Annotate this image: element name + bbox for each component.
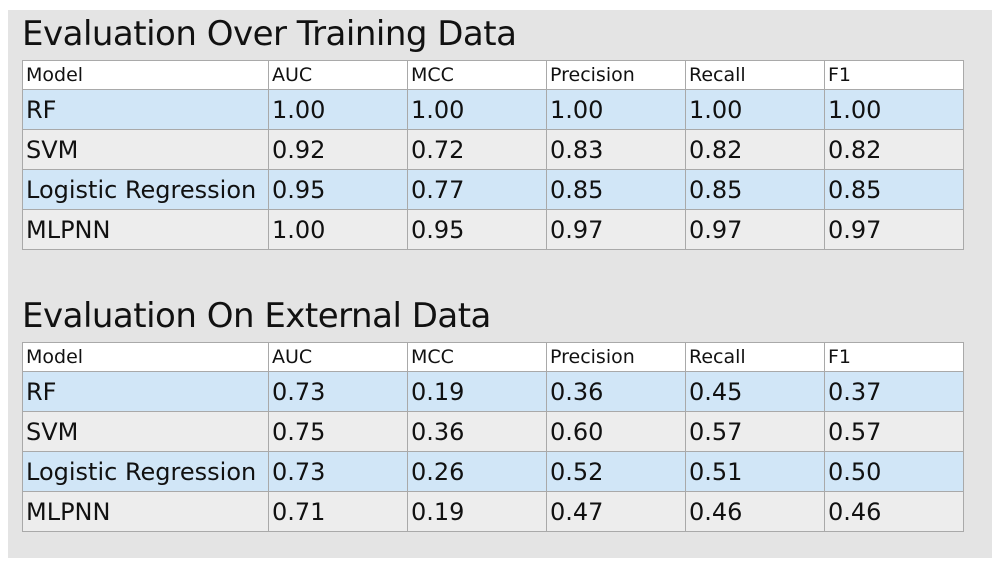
recall-cell: 0.51 xyxy=(685,451,825,492)
training-evaluation-table: Model AUC MCC Precision Recall F1 RF 1.0… xyxy=(22,60,964,250)
f1-cell: 0.50 xyxy=(824,451,964,492)
table-row: SVM 0.75 0.36 0.60 0.57 0.57 xyxy=(22,411,964,452)
table-row: Logistic Regression 0.73 0.26 0.52 0.51 … xyxy=(22,451,964,492)
table-row: SVM 0.92 0.72 0.83 0.82 0.82 xyxy=(22,129,964,170)
auc-cell: 0.73 xyxy=(268,451,408,492)
precision-cell: 0.97 xyxy=(546,209,686,250)
f1-cell: 0.57 xyxy=(824,411,964,452)
model-cell: MLPNN xyxy=(22,491,269,532)
recall-cell: 1.00 xyxy=(685,89,825,130)
model-cell: SVM xyxy=(22,129,269,170)
external-evaluation-title: Evaluation On External Data xyxy=(22,296,491,336)
recall-cell: 0.45 xyxy=(685,371,825,412)
auc-cell: 1.00 xyxy=(268,89,408,130)
mcc-cell: 0.19 xyxy=(407,491,547,532)
evaluation-panel: Evaluation Over Training Data Model AUC … xyxy=(8,10,992,558)
auc-cell: 0.73 xyxy=(268,371,408,412)
column-header-model: Model xyxy=(22,60,269,90)
f1-cell: 0.82 xyxy=(824,129,964,170)
f1-cell: 0.97 xyxy=(824,209,964,250)
model-cell: RF xyxy=(22,371,269,412)
mcc-cell: 0.19 xyxy=(407,371,547,412)
precision-cell: 0.85 xyxy=(546,169,686,210)
column-header-mcc: MCC xyxy=(407,342,547,372)
precision-cell: 0.83 xyxy=(546,129,686,170)
recall-cell: 0.46 xyxy=(685,491,825,532)
column-header-recall: Recall xyxy=(685,60,825,90)
auc-cell: 1.00 xyxy=(268,209,408,250)
recall-cell: 0.85 xyxy=(685,169,825,210)
model-cell: SVM xyxy=(22,411,269,452)
mcc-cell: 0.36 xyxy=(407,411,547,452)
column-header-auc: AUC xyxy=(268,60,408,90)
f1-cell: 0.37 xyxy=(824,371,964,412)
f1-cell: 0.46 xyxy=(824,491,964,532)
table-row: MLPNN 1.00 0.95 0.97 0.97 0.97 xyxy=(22,209,964,250)
f1-cell: 1.00 xyxy=(824,89,964,130)
column-header-recall: Recall xyxy=(685,342,825,372)
recall-cell: 0.82 xyxy=(685,129,825,170)
column-header-mcc: MCC xyxy=(407,60,547,90)
precision-cell: 1.00 xyxy=(546,89,686,130)
column-header-precision: Precision xyxy=(546,342,686,372)
table-row: RF 0.73 0.19 0.36 0.45 0.37 xyxy=(22,371,964,412)
model-cell: RF xyxy=(22,89,269,130)
recall-cell: 0.57 xyxy=(685,411,825,452)
mcc-cell: 0.95 xyxy=(407,209,547,250)
recall-cell: 0.97 xyxy=(685,209,825,250)
table-row: MLPNN 0.71 0.19 0.47 0.46 0.46 xyxy=(22,491,964,532)
table-row: RF 1.00 1.00 1.00 1.00 1.00 xyxy=(22,89,964,130)
training-evaluation-title: Evaluation Over Training Data xyxy=(22,14,517,54)
mcc-cell: 1.00 xyxy=(407,89,547,130)
precision-cell: 0.60 xyxy=(546,411,686,452)
mcc-cell: 0.26 xyxy=(407,451,547,492)
column-header-precision: Precision xyxy=(546,60,686,90)
auc-cell: 0.92 xyxy=(268,129,408,170)
auc-cell: 0.71 xyxy=(268,491,408,532)
table-header-row: Model AUC MCC Precision Recall F1 xyxy=(22,342,964,372)
column-header-auc: AUC xyxy=(268,342,408,372)
table-row: Logistic Regression 0.95 0.77 0.85 0.85 … xyxy=(22,169,964,210)
column-header-model: Model xyxy=(22,342,269,372)
f1-cell: 0.85 xyxy=(824,169,964,210)
column-header-f1: F1 xyxy=(824,342,964,372)
precision-cell: 0.52 xyxy=(546,451,686,492)
column-header-f1: F1 xyxy=(824,60,964,90)
external-evaluation-table: Model AUC MCC Precision Recall F1 RF 0.7… xyxy=(22,342,964,532)
auc-cell: 0.75 xyxy=(268,411,408,452)
mcc-cell: 0.77 xyxy=(407,169,547,210)
model-cell: Logistic Regression xyxy=(22,451,269,492)
mcc-cell: 0.72 xyxy=(407,129,547,170)
precision-cell: 0.47 xyxy=(546,491,686,532)
auc-cell: 0.95 xyxy=(268,169,408,210)
model-cell: Logistic Regression xyxy=(22,169,269,210)
table-header-row: Model AUC MCC Precision Recall F1 xyxy=(22,60,964,90)
precision-cell: 0.36 xyxy=(546,371,686,412)
model-cell: MLPNN xyxy=(22,209,269,250)
